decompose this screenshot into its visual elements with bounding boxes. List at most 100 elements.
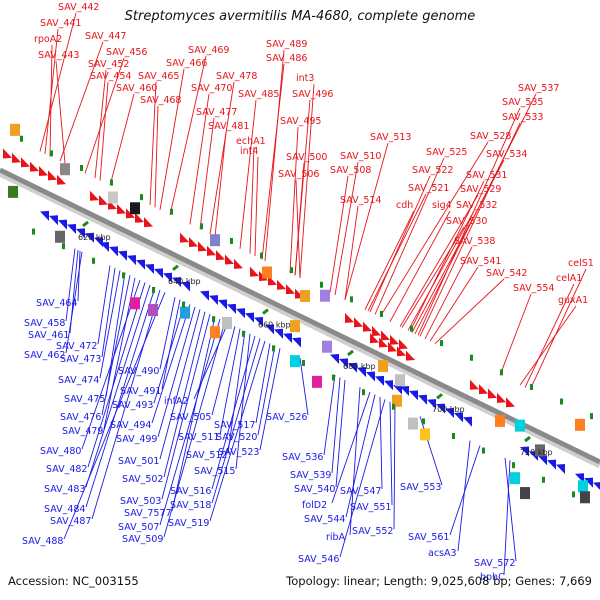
forward-leader	[149, 81, 157, 206]
green-dash	[362, 389, 365, 396]
forward-gene-arrow	[99, 195, 108, 206]
reverse-leader	[159, 297, 176, 370]
reverse-leader	[457, 440, 471, 552]
forward-leader	[344, 142, 389, 301]
reverse-leader	[299, 357, 309, 416]
reverse-gene-arrow	[357, 367, 366, 378]
forward-leader	[379, 141, 489, 318]
green-dash	[20, 135, 23, 142]
forward-gene-arrow	[135, 212, 144, 223]
reverse-leader	[209, 340, 266, 522]
forward-leader	[299, 83, 315, 279]
reverse-gene-label: SAV_7577	[124, 508, 172, 519]
reverse-leader	[97, 265, 111, 345]
forward-gene-label: SAV_528	[470, 131, 511, 142]
green-dash	[260, 252, 263, 259]
reverse-gene-label: SAV_491	[120, 386, 161, 397]
forward-leader	[364, 210, 415, 310]
reverse-leader	[211, 338, 261, 504]
reverse-gene-arrow	[339, 358, 348, 369]
forward-gene-arrow	[370, 333, 379, 344]
forward-gene-label: SAV_541	[460, 256, 501, 267]
forward-gene-label: SAV_534	[486, 149, 527, 160]
green-dash	[302, 359, 305, 366]
forward-gene-label: SAV_506	[278, 169, 319, 180]
forward-leader	[424, 246, 473, 340]
reverse-gene-label: SAV_503	[120, 496, 161, 507]
green-dash	[512, 462, 515, 469]
reverse-gene-label: SAV_572	[474, 558, 515, 569]
forward-leader	[414, 93, 537, 335]
forward-gene-label: SAV_533	[502, 112, 543, 123]
green-dash	[200, 223, 203, 230]
reverse-leader	[259, 348, 281, 451]
reverse-leader	[171, 316, 216, 512]
reverse-leader	[379, 396, 383, 490]
forward-gene-arrow	[506, 397, 515, 408]
green-dash	[380, 310, 383, 317]
reverse-leader	[101, 267, 116, 358]
reverse-leader	[227, 331, 246, 454]
forward-gene-label: SAV_508	[330, 165, 371, 176]
reverse-leader	[389, 401, 393, 506]
reverse-gene-arrow	[547, 459, 556, 470]
reverse-gene-label: folD2	[302, 500, 327, 511]
forward-gene-label: SAV_452	[88, 59, 129, 70]
reverse-gene-label: SAV_462	[24, 350, 65, 361]
feature-box	[108, 191, 118, 204]
forward-leader	[409, 180, 485, 332]
forward-gene-arrow	[390, 334, 399, 345]
green-dash	[470, 354, 473, 361]
reverse-gene-arrow	[400, 386, 409, 397]
forward-gene-arrow	[286, 284, 295, 295]
forward-gene-label: SAV_447	[85, 31, 126, 42]
reverse-gene-arrow	[127, 255, 136, 266]
forward-gene-label: SAV_537	[518, 83, 559, 94]
forward-leader	[389, 210, 451, 323]
forward-leader	[295, 179, 301, 279]
forward-gene-arrow	[180, 232, 189, 243]
forward-gene-label: SAV_535	[502, 97, 543, 108]
forward-gene-label: SAV_477	[196, 107, 237, 118]
forward-leader	[249, 146, 255, 254]
forward-gene-arrow	[399, 339, 408, 350]
forward-gene-arrow	[479, 384, 488, 395]
kbp-tick	[347, 349, 354, 357]
green-dash	[530, 383, 533, 390]
reverse-gene-arrow	[67, 223, 76, 234]
reverse-gene-label: infA2	[164, 396, 189, 407]
green-dash	[482, 447, 485, 454]
feature-box	[55, 230, 65, 243]
reverse-gene-label: SAV_483	[44, 484, 85, 495]
reverse-leader	[163, 321, 226, 538]
forward-gene-label: sig4	[432, 200, 452, 211]
green-dash	[440, 340, 443, 347]
forward-gene-label: SAV_521	[408, 183, 449, 194]
reverse-gene-label: SAV_547	[340, 486, 381, 497]
forward-gene-arrow	[354, 317, 363, 328]
reverse-gene-label: SAV_546	[298, 554, 339, 565]
reverse-leader	[393, 404, 396, 530]
reverse-gene-arrow	[172, 277, 181, 288]
feature-box	[322, 340, 332, 353]
green-dash	[122, 272, 125, 279]
reverse-gene-arrow	[445, 407, 454, 418]
reverse-gene-arrow	[330, 353, 339, 364]
reverse-leader	[323, 374, 336, 456]
reverse-leader	[211, 326, 236, 416]
forward-leader	[264, 49, 285, 262]
forward-gene-arrow	[388, 341, 397, 352]
reverse-gene-label: SAV_511	[178, 432, 219, 443]
reverse-leader	[193, 322, 229, 400]
kbp-markers: 620 kbp 640 kbp 660 kbp 680 kbp 700 kbp 720 k…	[78, 220, 553, 457]
reverse-gene-arrow	[418, 394, 427, 405]
reverse-gene-arrow	[520, 446, 529, 457]
feature-box	[10, 123, 20, 136]
forward-gene-label: SAV_486	[266, 53, 307, 64]
feature-box	[60, 163, 70, 176]
forward-gene-arrow	[497, 392, 506, 403]
feature-box	[130, 202, 140, 215]
reverse-leader	[349, 387, 361, 536]
forward-gene-label: SAV_481	[208, 121, 249, 132]
green-dash	[320, 281, 323, 288]
